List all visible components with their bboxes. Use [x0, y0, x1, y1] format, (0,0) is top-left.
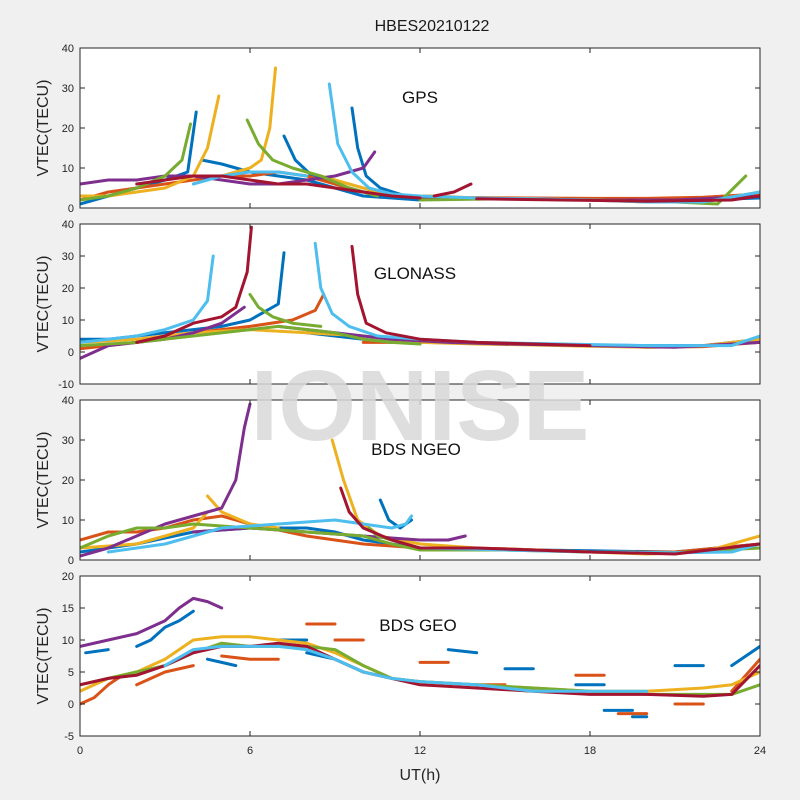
y-tick-label: -5 [64, 731, 74, 743]
series-line-16 [220, 654, 280, 661]
series-line-2 [84, 648, 110, 655]
series-line-13 [730, 644, 760, 668]
y-axis-label: VTEC(TECU) [35, 432, 52, 529]
series-line-11 [106, 514, 413, 554]
y-tick-label: 10 [62, 635, 74, 647]
series-line-24 [730, 657, 760, 693]
panel-gps: 0 10 20 30 40 VTEC(TECU) GPS [35, 43, 761, 215]
panel-bds-ngeo: 0 10 20 30 40 VTEC(TECU) BDS NGEO [35, 395, 761, 567]
y-tick-label: 0 [68, 699, 74, 711]
series-line-15 [135, 664, 195, 687]
y-tick-label: 20 [62, 475, 74, 487]
panel-glonass: -10 0 10 20 30 40 VTEC(TECU) GLONASS [35, 219, 761, 391]
series-line-13 [350, 244, 592, 348]
panel-label: BDS GEO [379, 616, 456, 635]
series-line-10 [80, 150, 377, 186]
panel-label: GLONASS [374, 264, 456, 283]
y-tick-label: 15 [62, 603, 74, 615]
series-line-4 [80, 510, 209, 550]
plot-area [80, 48, 760, 208]
y-tick-label: 20 [62, 283, 74, 295]
series-group [80, 225, 760, 360]
panel-label: GPS [402, 88, 438, 107]
series-line-9 [248, 292, 323, 328]
series-line-13 [339, 486, 760, 556]
series-line-1 [80, 596, 224, 648]
series-line-13 [245, 118, 379, 198]
figure-title: HBES20210122 [375, 18, 490, 35]
watermark: IONISE [251, 350, 590, 462]
series-line-12 [135, 225, 253, 344]
series-line-10 [80, 254, 215, 344]
y-axis-label: VTEC(TECU) [35, 608, 52, 705]
y-tick-label: 40 [62, 395, 74, 407]
series-group [80, 402, 760, 558]
series-line-16 [191, 170, 309, 186]
series-line-7 [446, 648, 479, 655]
y-tick-label: 40 [62, 43, 74, 55]
series-line-17 [135, 174, 422, 200]
x-axis-label: UT(h) [400, 767, 441, 784]
y-tick-label: 20 [62, 571, 74, 583]
series-line-3 [135, 609, 195, 648]
y-tick-label: 0 [68, 203, 74, 215]
panel-label: BDS NGEO [371, 440, 461, 459]
y-axis-label: VTEC(TECU) [35, 80, 52, 177]
y-tick-label: 30 [62, 435, 74, 447]
series-line-7 [80, 402, 252, 558]
x-tick-label: 0 [77, 745, 83, 757]
plot-area [80, 576, 760, 736]
y-tick-label: 10 [62, 315, 74, 327]
y-tick-label: 10 [62, 515, 74, 527]
y-tick-label: 20 [62, 123, 74, 135]
y-tick-label: 30 [62, 83, 74, 95]
x-tick-label: 12 [414, 745, 426, 757]
series-group [80, 596, 760, 719]
panels-group: 0 10 20 30 40 VTEC(TECU) GPS -10 0 10 20 30 40 VTEC(T… [35, 43, 766, 757]
series-line-19 [475, 194, 760, 203]
series-line-28 [163, 644, 649, 693]
y-tick-label: 0 [68, 347, 74, 359]
series-line-4 [206, 657, 238, 668]
x-tick-label: 18 [584, 745, 596, 757]
series-line-18 [432, 182, 473, 198]
series-line-8 [80, 324, 422, 348]
series-group [80, 66, 760, 206]
y-tick-label: -10 [58, 379, 74, 391]
plot-area [80, 224, 760, 384]
x-tick-label: 24 [754, 745, 766, 757]
y-tick-label: 10 [62, 163, 74, 175]
y-axis-label: VTEC(TECU) [35, 256, 52, 353]
series-line-8 [220, 66, 277, 178]
y-tick-label: 30 [62, 251, 74, 263]
y-tick-label: 5 [68, 667, 74, 679]
y-tick-label: 0 [68, 555, 74, 567]
y-tick-label: 40 [62, 219, 74, 231]
x-tick-label: 6 [247, 745, 253, 757]
